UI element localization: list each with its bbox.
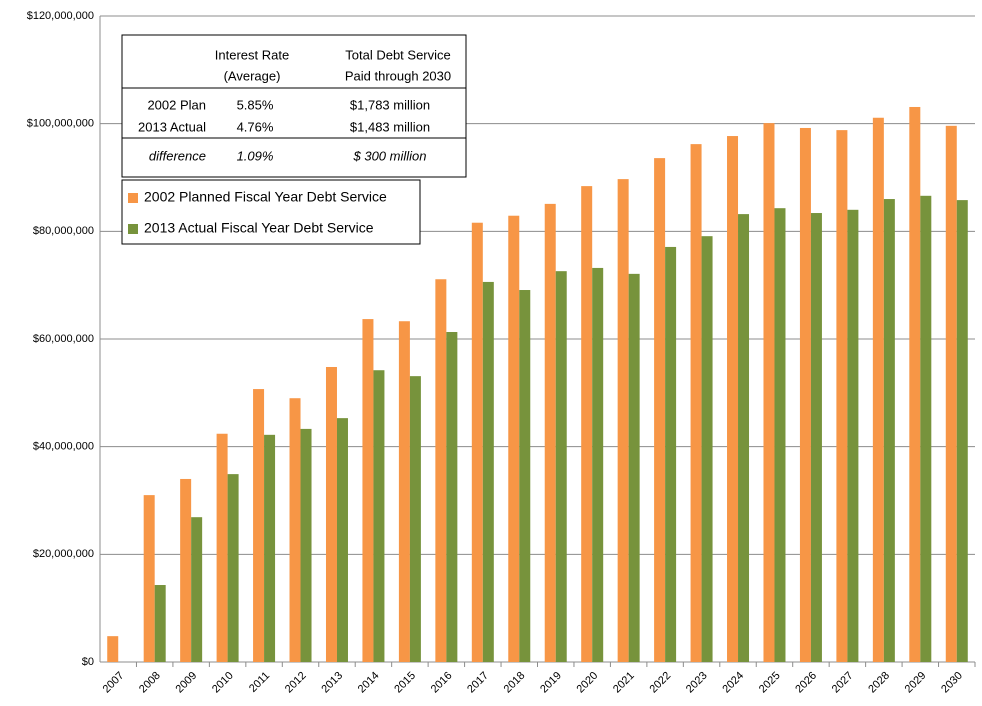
bar	[446, 332, 458, 662]
x-tick-label: 2010	[210, 670, 236, 696]
x-tick-label: 2008	[137, 670, 163, 696]
x-tick-label: 2030	[939, 670, 965, 696]
x-tick-label: 2021	[611, 670, 637, 696]
legend-label: 2002 Planned Fiscal Year Debt Service	[144, 189, 387, 205]
x-tick-label: 2007	[101, 670, 127, 696]
bar	[847, 209, 859, 663]
bar	[107, 636, 119, 662]
x-tick-label: 2018	[502, 670, 528, 696]
bar	[191, 517, 203, 662]
bar	[555, 271, 567, 662]
bar	[264, 434, 276, 662]
x-tick-label: 2026	[793, 670, 819, 696]
table-cell: 2013 Actual	[138, 119, 206, 134]
x-tick-label: 2027	[830, 670, 856, 696]
bar	[665, 246, 677, 662]
bar	[617, 179, 629, 663]
table-header: Total Debt Service	[345, 47, 451, 62]
x-tick-label: 2028	[866, 670, 892, 696]
bar	[799, 127, 811, 663]
bar	[519, 290, 531, 662]
bar	[701, 236, 713, 662]
bar	[872, 117, 884, 663]
bar	[920, 195, 932, 662]
x-tick-label: 2017	[465, 670, 491, 696]
x-tick-label: 2025	[757, 670, 783, 696]
bar	[836, 130, 848, 663]
table-cell: difference	[149, 148, 206, 163]
bar	[143, 495, 155, 662]
bar	[289, 398, 301, 662]
table-cell: $1,783 million	[350, 97, 430, 112]
bar	[956, 200, 968, 663]
x-tick-label: 2009	[174, 670, 200, 696]
bar	[763, 123, 775, 662]
bar	[727, 136, 739, 662]
x-tick-label: 2014	[356, 670, 382, 696]
table-header: Interest Rate	[215, 47, 289, 62]
bar	[945, 125, 957, 662]
y-tick-label: $40,000,000	[33, 441, 94, 453]
y-tick-label: $100,000,000	[27, 118, 94, 130]
bar	[810, 213, 822, 662]
legend-box	[121, 179, 421, 245]
y-tick-label: $0	[82, 656, 94, 668]
table-cell: $1,483 million	[350, 119, 430, 134]
table-cell: $ 300 million	[353, 148, 427, 163]
bar	[738, 214, 750, 662]
bar	[398, 321, 410, 662]
bar	[654, 158, 666, 662]
x-tick-label: 2011	[247, 670, 272, 695]
table-cell: 1.09%	[237, 148, 274, 163]
y-tick-label: $80,000,000	[33, 225, 94, 237]
table-header: (Average)	[224, 68, 281, 83]
bar	[300, 428, 312, 662]
y-tick-label: $20,000,000	[33, 548, 94, 560]
table-cell: 2002 Plan	[147, 97, 206, 112]
y-tick-label: $120,000,000	[27, 10, 94, 22]
bar	[628, 273, 640, 662]
bar	[253, 389, 265, 662]
bar	[362, 319, 374, 662]
bar	[471, 222, 483, 662]
bar	[216, 433, 228, 662]
bar	[336, 418, 348, 662]
table-cell: 4.76%	[237, 119, 274, 134]
bar	[690, 144, 702, 662]
x-tick-label: 2015	[392, 670, 418, 696]
bar	[325, 366, 337, 662]
x-tick-label: 2016	[429, 670, 455, 696]
bar	[909, 106, 921, 662]
bar	[592, 267, 604, 662]
x-tick-label: 2012	[283, 670, 309, 696]
bar	[180, 478, 192, 662]
legend-swatch	[128, 193, 138, 203]
x-tick-label: 2020	[575, 670, 601, 696]
table-box	[121, 34, 467, 178]
table-cell: 5.85%	[237, 97, 274, 112]
x-tick-label: 2022	[647, 670, 673, 696]
bar	[581, 186, 593, 662]
bar	[482, 281, 494, 662]
bar	[883, 199, 895, 663]
bar	[544, 203, 556, 662]
bar	[227, 474, 239, 662]
bar	[508, 215, 520, 662]
bar	[373, 370, 385, 662]
legend-swatch	[128, 224, 138, 234]
x-tick-label: 2023	[684, 670, 710, 696]
bar	[409, 376, 421, 662]
bar	[435, 279, 447, 662]
x-tick-label: 2013	[319, 670, 345, 696]
x-tick-label: 2029	[903, 670, 929, 696]
x-tick-label: 2019	[538, 670, 564, 696]
legend-label: 2013 Actual Fiscal Year Debt Service	[144, 220, 374, 236]
x-tick-label: 2024	[720, 670, 746, 696]
y-tick-label: $60,000,000	[33, 333, 94, 345]
bar	[154, 585, 166, 662]
table-header: Paid through 2030	[345, 68, 451, 83]
bar	[774, 208, 786, 662]
